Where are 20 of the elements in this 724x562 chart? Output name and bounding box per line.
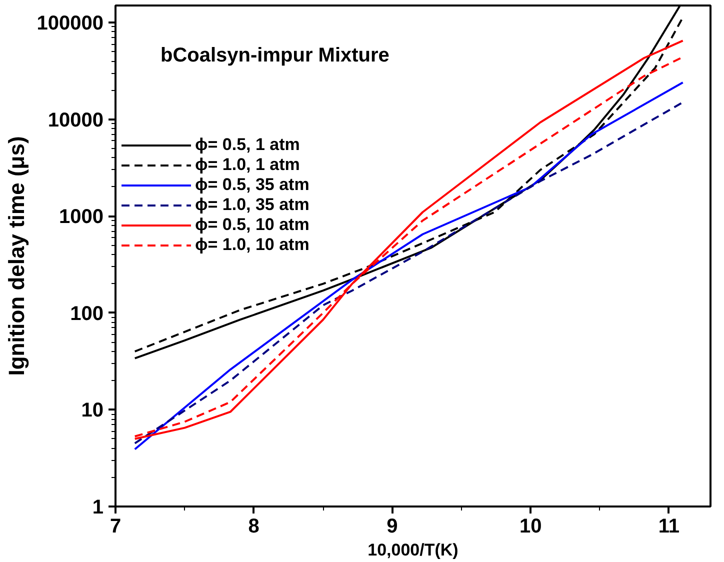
y-tick-label: 10000 [48, 109, 104, 132]
y-tick-label: 1000 [59, 206, 104, 228]
y-tick-label: 100000 [36, 12, 104, 35]
x-tick-label: 8 [248, 516, 260, 538]
x-axis-title: 10,000/T(K) [368, 540, 458, 560]
y-axis-title: Ignition delay time (μs) [4, 136, 29, 376]
y-tick-label: 1 [92, 496, 104, 518]
x-tick-label: 7 [110, 516, 122, 538]
y-tick-label: 100 [70, 302, 104, 325]
text: bCoalsyn-impur Mixture [160, 44, 390, 66]
legend-label: ϕ= 0.5, 35 atm [195, 175, 310, 195]
legend-label: ϕ= 1.0, 10 atm [195, 235, 310, 255]
legend-label: ϕ= 1.0, 35 atm [195, 195, 310, 215]
legend-label: ϕ= 0.5, 10 atm [195, 215, 310, 235]
x-tick-label: 11 [658, 516, 680, 538]
y-tick-label: 10 [81, 400, 104, 422]
legend-label: ϕ= 1.0, 1 atm [195, 155, 300, 175]
x-tick-label: 9 [386, 516, 398, 538]
x-tick-label: 10 [519, 516, 542, 538]
legend-label: ϕ= 0.5, 1 atm [195, 135, 300, 155]
